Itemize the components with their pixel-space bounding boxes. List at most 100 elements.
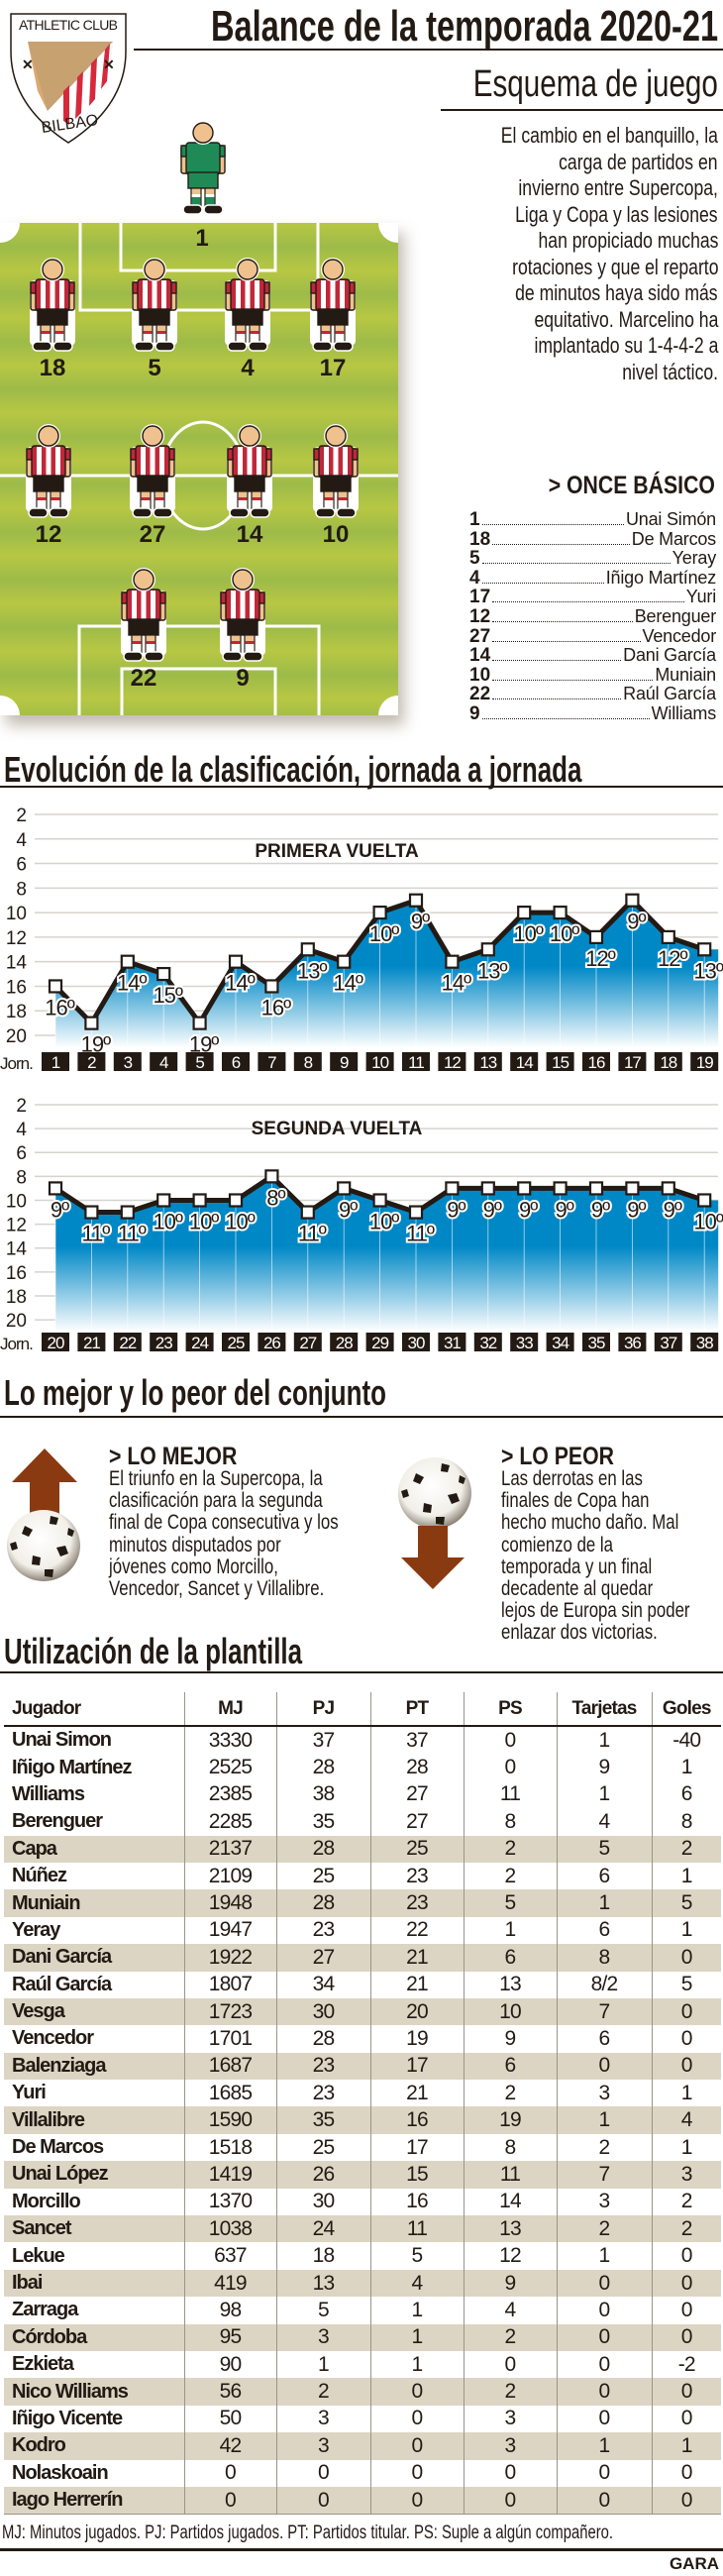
stat-cell: 0 [651,1997,721,2026]
player-name-cell: Muniain [4,1889,184,1917]
data-point [517,906,532,920]
data-point [372,906,387,920]
stat-cell: 28 [275,1754,370,1781]
stat-cell: 0 [369,2459,464,2487]
data-point [120,954,135,969]
jornada-label: 6 [232,1053,241,1072]
stat-cell: 0 [463,2459,557,2487]
player-name-cell: Villalibre [4,2106,184,2134]
jornada-label: 10 [371,1053,388,1072]
stat-cell: 6 [556,1862,652,1890]
stat-cell: 1 [556,1780,652,1809]
stat-cell: 0 [651,2269,721,2298]
table-row: Lekue 637 18 5 12 1 0 [4,2242,721,2270]
table-row: Núñez 2109 25 23 2 6 1 [4,1862,721,1890]
jornada-label: 2 [87,1053,96,1072]
y-tick-label: 10 [6,1191,27,1212]
stat-cell: 1948 [183,1889,276,1917]
lo-peor-text-line-text: finales de Copa han [501,1489,650,1513]
stat-cell: 35 [275,1808,370,1836]
stat-cell: 13 [463,1971,557,1998]
data-label: 9º [483,1197,502,1222]
stat-cell: 1 [369,2350,464,2379]
arrow-up-icon [12,1449,77,1518]
stat-cell: 50 [183,2405,276,2433]
stat-cell: -2 [651,2350,721,2379]
esquema-description-line-text: El cambio en el banquillo, la [500,123,718,148]
lo-mejor-text-line-text: clasificación para la segunda [109,1489,323,1513]
data-label: 13º [477,958,507,983]
footer-divider [0,2548,723,2551]
data-label: 9º [447,1197,465,1222]
stat-cell: 3 [556,2080,652,2107]
player-icon [119,568,168,664]
data-label: 12º [658,946,687,971]
stat-cell: 7 [556,1997,652,2026]
stat-cell: 25 [275,1862,370,1890]
stat-cell: 0 [556,2486,652,2516]
stat-cell: 30 [275,1997,370,2026]
jornada-box [438,1333,466,1351]
stat-cell: 9 [463,2025,557,2053]
plantilla-title: Utilización de la plantilla [4,1631,418,1672]
player-name: De Marcos [631,528,716,549]
jornada-box [330,1333,359,1351]
shirt-number: 14 [469,645,491,667]
stat-cell: 1723 [183,1997,276,2026]
crest-top-text: ATHLETIC CLUB [19,17,118,33]
table-row: Sancet 1038 24 11 13 2 2 [4,2215,721,2243]
data-label: 16º [261,995,291,1020]
data-point [553,906,568,920]
player-name-cell: Iñigo Martínez [12,1756,132,1778]
data-point [625,893,640,908]
player-name: Dani García [623,645,716,666]
data-label: 10º [153,1209,182,1234]
player-icon [130,258,179,354]
jornada-box [293,1052,322,1071]
table-row: Yuri 1685 23 21 2 3 1 [4,2080,721,2107]
stat-cell: 1 [651,2432,721,2460]
data-point [408,1205,424,1220]
jornada-box [258,1052,286,1071]
svg-text:✕: ✕ [22,56,34,72]
stat-cell: 2 [556,2133,652,2162]
once-list-item: 12 Berenguer [469,605,716,627]
data-point [192,1193,207,1208]
data-label: 14º [225,971,255,996]
stat-cell: 1 [556,1726,652,1755]
stat-cell: 5 [556,1835,652,1863]
player-name-cell: Lekue [12,2244,65,2267]
stat-cell: 0 [651,1944,721,1972]
jornada-label: 30 [408,1334,425,1352]
dotted-leader [481,563,671,565]
shirt-number: 12 [469,605,491,627]
player-name-cell: Nolaskoain [12,2461,109,2484]
y-tick-label: 10 [6,904,27,924]
player-name: Unai Simón [625,509,716,529]
stat-cell: 1518 [183,2133,276,2162]
once-list-item: 9 Williams [469,703,716,724]
data-point [337,954,352,969]
table-footnote-text: MJ: Minutos jugados. PJ: Partidos jugado… [2,2522,614,2543]
column-header: PT [369,1692,464,1727]
data-point [372,1193,387,1208]
data-point [553,1181,568,1196]
player-name: Berenguer [634,605,716,626]
shirt-number: 27 [469,625,491,647]
data-label: 9º [627,1197,646,1222]
jornada-label: 4 [159,1053,168,1072]
y-tick-label: 16 [6,977,27,998]
jornada-box [222,1052,250,1071]
stat-cell: 1687 [183,2052,276,2081]
player-icon [308,258,358,354]
stat-cell: 0 [556,2459,652,2487]
data-point [84,1205,99,1220]
stat-cell: 10 [463,1997,557,2026]
stat-cell: 21 [369,2080,464,2107]
lo-mejor-text-line-text: minutos disputados por [109,1533,281,1556]
y-tick-label: 12 [6,928,27,949]
jornada-label: 35 [588,1334,605,1352]
data-label: 11º [118,1222,147,1246]
data-point [48,979,63,994]
player-name-cell: Williams [12,1782,85,1805]
